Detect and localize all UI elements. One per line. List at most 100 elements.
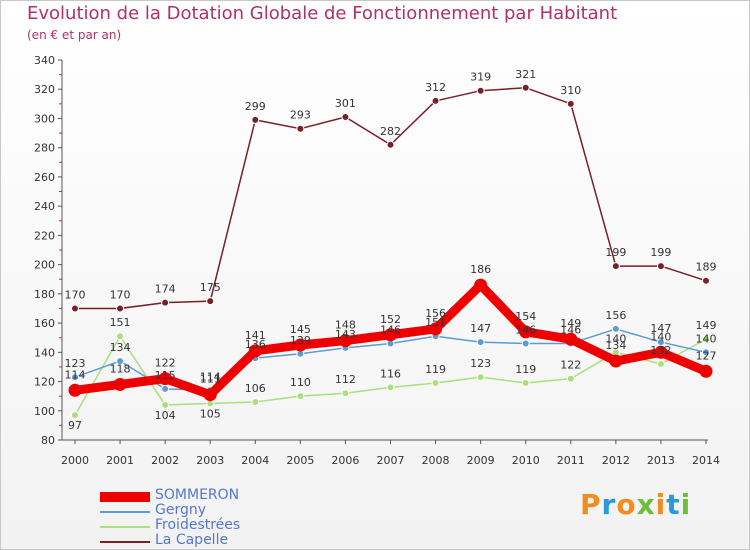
data-point [116,332,125,341]
data-point [656,360,665,368]
data-label: 170 [65,288,86,301]
data-label: 312 [425,81,446,94]
logo-letter: P [580,488,602,521]
data-label: 293 [290,109,311,122]
data-label: 199 [605,246,626,259]
data-point [474,278,488,292]
data-label: 149 [560,317,581,330]
data-label: 154 [515,310,536,323]
logo-letter: i [680,488,692,521]
x-tick-label: 2011 [557,454,585,467]
data-label: 186 [470,263,491,276]
y-tick-label: 80 [41,434,55,447]
x-tick-label: 2007 [377,454,405,467]
y-tick-label: 340 [34,54,55,67]
data-point [521,379,530,387]
data-label: 189 [696,261,717,274]
data-point [71,373,79,382]
data-label: 174 [155,283,176,296]
data-point [384,328,397,342]
y-tick-label: 240 [34,200,55,213]
data-label: 143 [335,328,356,341]
data-label: 110 [290,376,311,389]
legend-swatch [100,511,150,513]
data-point [71,411,79,420]
data-label: 299 [245,100,266,113]
data-label: 146 [560,324,581,337]
data-label: 148 [335,319,356,332]
legend-swatch [100,541,150,543]
data-label: 301 [335,97,356,110]
data-point [158,372,172,386]
data-point [702,335,710,344]
data-point [296,392,305,401]
data-point [113,377,127,391]
data-label: 140 [605,332,626,345]
legend-label: Froidestrées [155,517,241,533]
data-point [116,357,125,366]
data-label: 118 [110,362,131,375]
series-line [74,87,707,310]
logo-letter: o [616,488,637,521]
data-point [206,297,215,306]
data-point [386,383,395,392]
x-tick-label: 2002 [151,454,179,467]
x-tick-label: 2003 [196,454,224,467]
x-tick-label: 2008 [422,454,450,467]
x-tick-label: 2005 [286,454,314,467]
data-label: 97 [68,419,82,432]
data-point [702,276,710,285]
y-tick-label: 140 [34,346,55,359]
y-tick-label: 120 [34,376,55,389]
data-label: 115 [155,369,176,382]
data-label: 310 [560,84,581,97]
x-tick-label: 2013 [647,454,675,467]
data-point [341,113,350,121]
data-label: 122 [155,357,176,370]
x-tick-label: 2012 [602,454,630,467]
data-point [68,383,82,397]
legend-label: La Capelle [155,532,229,548]
proxiti-logo: Proxiti [580,488,691,521]
data-point [564,332,578,346]
data-point [116,304,125,313]
data-label: 156 [605,309,626,322]
data-label: 111 [200,373,221,386]
data-point [431,379,440,387]
logo-letter: i [655,488,667,521]
data-point [161,400,170,409]
data-point [296,124,305,133]
data-label: 321 [515,68,536,81]
data-label: 151 [425,316,446,329]
logo-letter: t [666,488,681,521]
data-point [654,345,668,359]
y-tick-label: 260 [34,171,55,184]
data-point [248,344,262,358]
data-label: 136 [245,338,266,351]
data-label: 116 [380,367,401,380]
x-tick-label: 2001 [106,454,134,467]
data-point [341,389,350,398]
data-point [161,298,170,307]
data-point [611,324,620,333]
data-point [521,339,530,348]
data-label: 134 [110,341,131,354]
legend-swatch [100,492,150,502]
legend-label: SOMMERON [155,487,240,503]
y-tick-label: 280 [34,142,55,155]
y-tick-label: 300 [34,112,55,125]
data-point [203,388,217,402]
data-label: 151 [110,316,131,329]
y-tick-label: 220 [34,229,55,242]
data-label: 104 [155,409,176,422]
logo-letter: r [601,488,617,521]
chart-title: Evolution de la Dotation Globale de Fonc… [27,3,618,24]
data-label: 119 [515,363,536,376]
x-tick-label: 2006 [331,454,359,467]
data-label: 132 [650,344,671,357]
data-point [338,334,352,348]
data-label: 152 [380,313,401,326]
x-tick-label: 2014 [692,454,720,467]
